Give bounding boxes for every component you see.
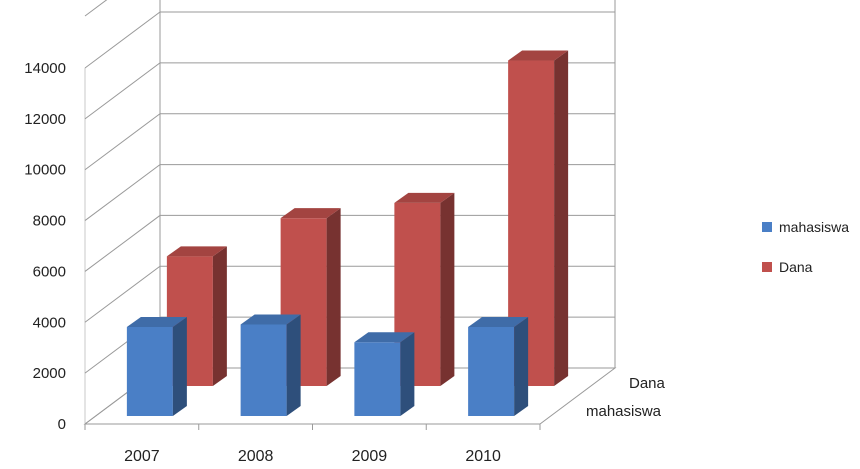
gridline [84, 113, 615, 171]
depth-axis-labels: Dana mahasiswa [586, 375, 666, 420]
legend: mahasiswa Dana [762, 216, 849, 296]
legend-item-dana: Dana [762, 256, 849, 278]
gridline [84, 11, 615, 69]
y-tick-label: 8000 [33, 213, 66, 230]
gridline [84, 62, 615, 120]
gridline [84, 214, 615, 272]
y-tick-label: 6000 [33, 263, 66, 280]
depth-label-mahasiswa: mahasiswa [586, 403, 662, 420]
bar-top-face [240, 314, 301, 325]
gridline [84, 265, 615, 323]
y-tick-label: 2000 [33, 365, 66, 382]
legend-swatch-dana [762, 262, 772, 272]
x-tick-label: 2007 [124, 448, 160, 465]
bar-side-face [326, 208, 341, 386]
y-tick-label: 14000 [24, 60, 66, 77]
bar-mahasiswa-2008 [240, 314, 301, 416]
bar-mahasiswa-2009 [354, 332, 415, 416]
bar-side-face [172, 317, 187, 416]
bar-mahasiswa-2010 [468, 317, 529, 416]
bar-side-face [400, 332, 415, 416]
x-tick-label: 2008 [238, 448, 274, 465]
bar-top-face [354, 332, 415, 343]
bar-side-face [514, 317, 529, 416]
bar-top-face [280, 208, 341, 219]
bar-side-face [212, 246, 227, 386]
x-tick-label: 2010 [465, 448, 501, 465]
bar-front-face [468, 327, 515, 416]
bar-front-face [126, 327, 173, 416]
bar-top-face [126, 317, 187, 327]
bar-top-face [166, 246, 227, 257]
y-tick-label: 12000 [24, 111, 66, 128]
bar-dana-2008 [280, 208, 341, 386]
legend-swatch-mahasiswa [762, 222, 772, 232]
bar-side-face [554, 50, 569, 387]
depth-label-dana: Dana [629, 375, 666, 392]
y-tick-label: 10000 [24, 162, 66, 179]
x-tick-label: 2009 [352, 448, 388, 465]
series-mahasiswa-bars [126, 314, 529, 416]
x-axis-ticks: 2007 2008 2009 2010 [84, 424, 541, 465]
bar-front-face [240, 324, 287, 416]
bar-top-face [468, 317, 529, 327]
bar-front-face [354, 342, 401, 416]
bar-mahasiswa-2007 [126, 317, 187, 416]
legend-label-mahasiswa: mahasiswa [779, 219, 850, 235]
y-tick-label: 4000 [33, 314, 66, 331]
legend-item-mahasiswa: mahasiswa [762, 216, 849, 238]
y-axis-ticks: 0 2000 4000 6000 8000 10000 12000 14000 [24, 60, 66, 433]
bar-top-face [394, 192, 455, 203]
bar-side-face [286, 314, 301, 416]
y-tick-label: 0 [58, 416, 66, 433]
bar-side-face [440, 192, 455, 386]
gridline [84, 164, 615, 221]
bar-top-face [508, 50, 569, 61]
gridline-top [84, 0, 108, 17]
legend-label-dana: Dana [779, 259, 813, 275]
